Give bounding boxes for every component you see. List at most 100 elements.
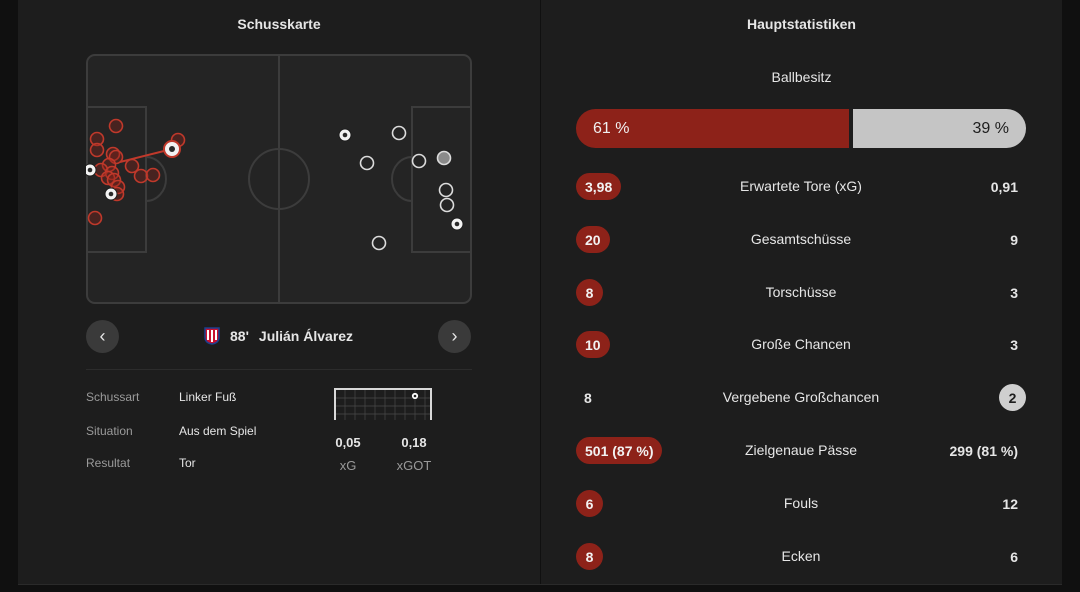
stat-away-cell: 3 [1010, 331, 1026, 358]
stat-home-value: 8 [584, 389, 592, 406]
home-shot-marker[interactable] [133, 168, 149, 184]
atletico-crest-icon [204, 327, 220, 345]
ball-center-icon [87, 167, 93, 173]
away-shot-marker[interactable] [391, 125, 407, 141]
stat-home-value: 8 [576, 543, 603, 570]
divider [86, 369, 472, 370]
shot-map-pitch [86, 54, 472, 304]
shot-minute: 88' [230, 328, 249, 344]
stat-label: Torschüsse [765, 284, 837, 300]
stat-row: 8 Ecken 6 [576, 543, 1026, 570]
away-shot-marker[interactable] [411, 153, 427, 169]
main-stats-panel: Hauptstatistiken Ballbesitz 61 % 39 % 3,… [541, 0, 1062, 584]
ball-center-icon [342, 132, 348, 138]
possession-home-value: 61 % [593, 119, 630, 137]
home-shot-marker[interactable] [87, 210, 103, 226]
ball-center-icon [169, 146, 175, 152]
shot-map-panel: Schusskarte ‹ 88' Julián Álvarez › Schus… [18, 0, 540, 584]
xgot-value: 0,18 [401, 435, 427, 450]
goal-frame-icon [333, 386, 433, 427]
chevron-right-icon: › [451, 326, 458, 346]
detail-value-result: Tor [179, 456, 196, 470]
next-shot-button[interactable]: › [438, 320, 471, 353]
detail-label-result: Resultat [86, 456, 131, 470]
stat-home-cell: 6 [576, 490, 603, 517]
shot-player-name: Julián Álvarez [258, 328, 354, 344]
stat-away-value: 3 [1010, 336, 1018, 353]
detail-label-situation: Situation [86, 424, 133, 438]
stat-home-value: 20 [576, 226, 610, 253]
stat-away-value: 12 [1002, 495, 1018, 512]
home-shot-marker[interactable] [145, 167, 161, 183]
stat-away-cell: 9 [1010, 226, 1026, 253]
detail-value-shot-type: Linker Fuß [179, 390, 237, 404]
stat-away-cell: 3 [1010, 279, 1026, 306]
stat-away-cell: 6 [1010, 543, 1026, 570]
home-shot-marker[interactable] [89, 142, 105, 158]
shot-map-title: Schusskarte [237, 16, 321, 32]
ball-icon [411, 392, 419, 400]
stat-row: 10 Große Chancen 3 [576, 331, 1026, 358]
detail-label-shot-type: Schussart [86, 390, 140, 404]
away-shot-on-target-marker[interactable] [436, 150, 452, 166]
possession-away-bar: 39 % [853, 109, 1026, 148]
xgot-label: xGOT [396, 458, 432, 473]
stat-label: Zielgenaue Pässe [744, 442, 858, 458]
stat-label: Erwartete Tore (xG) [740, 178, 862, 194]
stat-home-cell: 8 [576, 279, 603, 306]
stat-home-value: 6 [576, 490, 603, 517]
stat-row: 20 Gesamtschüsse 9 [576, 226, 1026, 253]
stat-label: Ecken [781, 548, 821, 564]
away-shot-marker[interactable] [371, 235, 387, 251]
stat-home-cell: 501 (87 %) [576, 437, 663, 464]
stat-row: 8 Vergebene Großchancen 2 [576, 384, 1026, 411]
stat-home-value: 8 [576, 279, 603, 306]
stat-label: Große Chancen [751, 336, 851, 352]
stat-home-value: 10 [576, 331, 610, 358]
away-shot-marker[interactable] [439, 197, 455, 213]
stat-home-cell: 10 [576, 331, 610, 358]
ball-center-icon [108, 191, 114, 197]
possession-bar: 61 % 39 % [576, 109, 1026, 148]
stat-away-cell: 12 [1002, 490, 1026, 517]
stat-row: 8 Torschüsse 3 [576, 279, 1026, 306]
stat-row: 6 Fouls 12 [576, 490, 1026, 517]
previous-shot-button[interactable]: ‹ [86, 320, 119, 353]
stat-away-cell: 299 (81 %) [950, 437, 1026, 464]
stat-home-value: 3,98 [576, 173, 622, 200]
home-shot-marker[interactable] [106, 172, 122, 188]
home-shot-marker[interactable] [124, 158, 140, 174]
possession-away-value: 39 % [972, 119, 1009, 137]
stat-home-cell: 3,98 [576, 173, 622, 200]
stat-row: 501 (87 %) Zielgenaue Pässe 299 (81 %) [576, 437, 1026, 464]
main-stats-title: Hauptstatistiken [747, 16, 856, 32]
home-shot-marker[interactable] [89, 131, 105, 147]
possession-home-bar: 61 % [576, 109, 849, 148]
chevron-left-icon: ‹ [99, 326, 106, 346]
xg-label: xG [339, 458, 357, 473]
detail-value-situation: Aus dem Spiel [179, 424, 257, 438]
stat-label: Gesamtschüsse [750, 231, 852, 247]
bottom-divider [18, 584, 1062, 585]
away-shot-marker[interactable] [359, 155, 375, 171]
stat-away-cell: 2 [999, 384, 1026, 411]
stat-row: 3,98 Erwartete Tore (xG) 0,91 [576, 173, 1026, 200]
stat-label: Fouls [783, 495, 819, 511]
ball-center-icon [454, 221, 460, 227]
stat-away-value: 299 (81 %) [949, 442, 1018, 459]
stat-away-value: 9 [1010, 231, 1018, 248]
stat-home-cell: 8 [576, 543, 603, 570]
xg-value: 0,05 [335, 435, 361, 450]
selected-shot: 88' Julián Álvarez [204, 327, 353, 345]
stat-home-cell: 8 [576, 384, 592, 411]
stat-away-value: 3 [1010, 284, 1018, 301]
stat-away-value: 0,91 [990, 178, 1018, 195]
stat-away-cell: 0,91 [991, 173, 1026, 200]
home-shot-marker[interactable] [108, 118, 124, 134]
stat-label: Vergebene Großchancen [722, 389, 880, 405]
stat-home-cell: 20 [576, 226, 610, 253]
possession-label: Ballbesitz [771, 69, 832, 85]
away-shot-marker[interactable] [438, 182, 454, 198]
stat-away-value: 6 [1010, 548, 1018, 565]
stat-home-value: 501 (87 %) [576, 437, 663, 464]
